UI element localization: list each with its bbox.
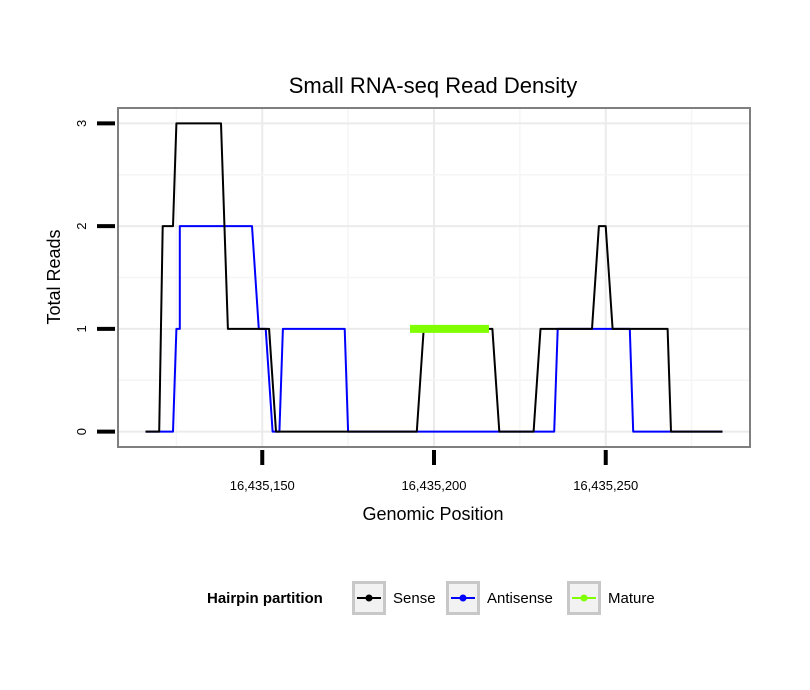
y-tick-label: 3 bbox=[74, 120, 89, 127]
y-tick-label: 1 bbox=[74, 325, 89, 332]
x-tick-label: 16,435,250 bbox=[573, 478, 638, 493]
legend-dot-sense bbox=[365, 594, 373, 602]
legend-items: Sense Antisense Mature bbox=[352, 581, 655, 615]
legend-title: Hairpin partition bbox=[207, 590, 323, 607]
y-axis-label: Total Reads bbox=[44, 229, 64, 324]
plot-border bbox=[117, 107, 751, 448]
x-tick-label: 16,435,150 bbox=[230, 478, 295, 493]
legend-label-sense: Sense bbox=[393, 590, 436, 607]
legend: Hairpin partition Sense Antisense Mature bbox=[207, 581, 655, 615]
x-axis-label: Genomic Position bbox=[362, 504, 503, 524]
series-layer bbox=[145, 122, 723, 433]
legend-dot-antisense bbox=[459, 594, 467, 602]
series-sense-line bbox=[145, 122, 723, 433]
x-tick-label: 16,435,200 bbox=[401, 478, 466, 493]
legend-label-antisense: Antisense bbox=[487, 590, 553, 607]
legend-label-mature: Mature bbox=[608, 590, 655, 607]
chart-title: Small RNA-seq Read Density bbox=[289, 73, 578, 98]
y-tick-label: 0 bbox=[74, 428, 89, 435]
x-axis-ticks: 16,435,150 16,435,200 16,435,250 bbox=[230, 450, 638, 493]
y-axis-ticks: 0 1 2 3 bbox=[74, 120, 115, 435]
legend-dot-mature bbox=[580, 594, 588, 602]
y-tick-label: 2 bbox=[74, 223, 89, 230]
